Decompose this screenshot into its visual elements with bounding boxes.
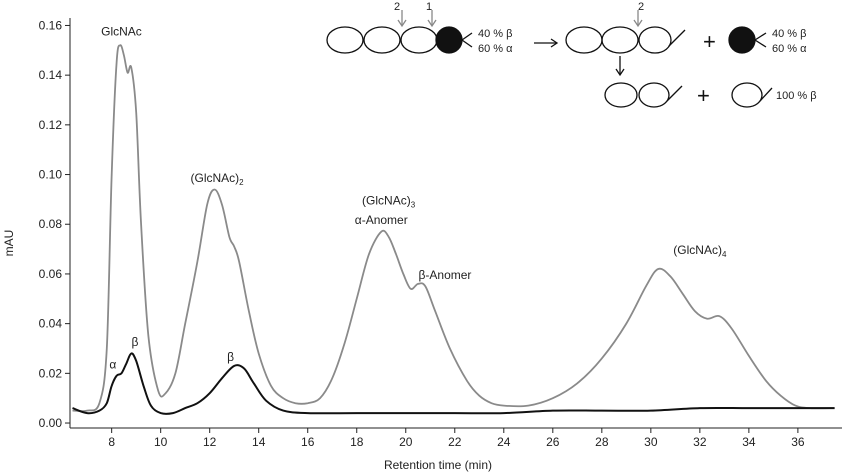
cleavage-arrow-1-head xyxy=(427,19,437,28)
y-tick-label: 0.14 xyxy=(39,68,63,82)
down-arrow-head xyxy=(615,68,625,77)
scheme-input-pct-alpha: 60 % α xyxy=(478,43,513,55)
peak-annotation: α-Anomer xyxy=(355,213,408,227)
y-tick-label: 0.04 xyxy=(39,317,63,331)
x-tick-label: 14 xyxy=(252,435,266,449)
scheme-input-pct-beta: 40 % β xyxy=(478,28,512,40)
y-tick-label: 0.10 xyxy=(39,168,63,182)
scheme-plus-2: + xyxy=(697,83,710,108)
scheme-labels: 2 1 40 % β 60 % α 2 + 40 % β 60 % α + 10… xyxy=(394,1,817,108)
peak-annotation: (GlcNAc)3 xyxy=(362,193,416,209)
sugar-ring xyxy=(363,26,401,54)
scheme-cleavage-label-1: 1 xyxy=(426,1,432,13)
y-tick-label: 0.12 xyxy=(39,118,63,132)
series-line-2 xyxy=(72,352,835,415)
peak-annotation: α xyxy=(109,357,116,371)
peak-annotation: β xyxy=(131,335,138,349)
x-tick-label: 18 xyxy=(350,435,364,449)
x-tick-label: 36 xyxy=(791,435,805,449)
x-tick-label: 10 xyxy=(154,435,168,449)
axes: 8 10 12 14 16 18 20 22 24 26 28 30 32 34 360.000.020.0… xyxy=(39,18,842,449)
y-tick-label: 0.00 xyxy=(39,416,63,430)
cleavage-arrow-2b-head xyxy=(633,19,643,28)
sugar-ring xyxy=(400,26,438,54)
x-tick-label: 32 xyxy=(693,435,707,449)
reducing-end-bond xyxy=(759,87,773,102)
y-tick-label: 0.08 xyxy=(39,217,63,231)
sugar-ring xyxy=(638,26,672,54)
annotations: GlcNAc (GlcNAc)2 (GlcNAc)3 α-Anomer β-Anomer… xyxy=(101,24,727,371)
y-tick-label: 0.02 xyxy=(39,366,63,380)
annotation-subscript: 2 xyxy=(239,178,244,187)
annotation-subscript: 4 xyxy=(722,250,727,259)
scheme-cleavage-label-2b: 2 xyxy=(638,1,644,13)
series-group xyxy=(72,44,835,415)
x-tick-label: 26 xyxy=(546,435,560,449)
reducing-end-bond xyxy=(668,29,686,47)
x-tick-label: 20 xyxy=(399,435,413,449)
reducing-end-ring xyxy=(435,26,463,54)
anomer-bond xyxy=(461,32,473,41)
scheme-row2-pct: 100 % β xyxy=(776,90,817,102)
scheme-cleavage-label-2: 2 xyxy=(394,1,400,13)
peak-annotation: GlcNAc xyxy=(101,24,142,38)
anomer-bond xyxy=(754,39,767,48)
series-line-1 xyxy=(72,44,835,413)
peak-annotation: (GlcNAc)4 xyxy=(673,243,727,259)
y-tick-label: 0.16 xyxy=(39,18,63,32)
peak-annotation: (GlcNAc)2 xyxy=(190,171,244,187)
scheme-product-pct-alpha: 60 % α xyxy=(772,43,807,55)
x-tick-label: 22 xyxy=(448,435,462,449)
sugar-ring xyxy=(638,82,670,108)
x-tick-label: 30 xyxy=(644,435,658,449)
sugar-ring xyxy=(601,26,639,54)
sugar-ring xyxy=(326,26,364,54)
cleavage-arrow-2-head xyxy=(397,19,407,28)
anomer-bond xyxy=(754,32,767,41)
reducing-end-ring xyxy=(728,26,756,54)
sugar-ring xyxy=(731,82,763,108)
peak-annotation: β xyxy=(227,350,234,364)
y-tick-label: 0.06 xyxy=(39,267,63,281)
sugar-ring xyxy=(604,82,638,108)
annotation-subscript: 3 xyxy=(411,200,416,209)
scheme-plus-1: + xyxy=(703,29,716,54)
y-axis-label: mAU xyxy=(2,230,16,257)
peak-annotation: β-Anomer xyxy=(419,268,472,282)
reducing-end-bond xyxy=(666,85,683,102)
scheme-product-pct-beta: 40 % β xyxy=(772,28,806,40)
sugar-ring xyxy=(565,26,603,54)
anomer-bond xyxy=(461,39,473,48)
reaction-arrow-head xyxy=(550,38,559,48)
reaction-scheme xyxy=(326,10,773,108)
x-axis-label: Retention time (min) xyxy=(384,458,492,472)
x-tick-label: 12 xyxy=(203,435,217,449)
x-tick-label: 16 xyxy=(301,435,315,449)
x-tick-label: 8 xyxy=(108,435,115,449)
x-tick-label: 24 xyxy=(497,435,511,449)
x-tick-label: 34 xyxy=(742,435,756,449)
x-tick-label: 28 xyxy=(595,435,609,449)
